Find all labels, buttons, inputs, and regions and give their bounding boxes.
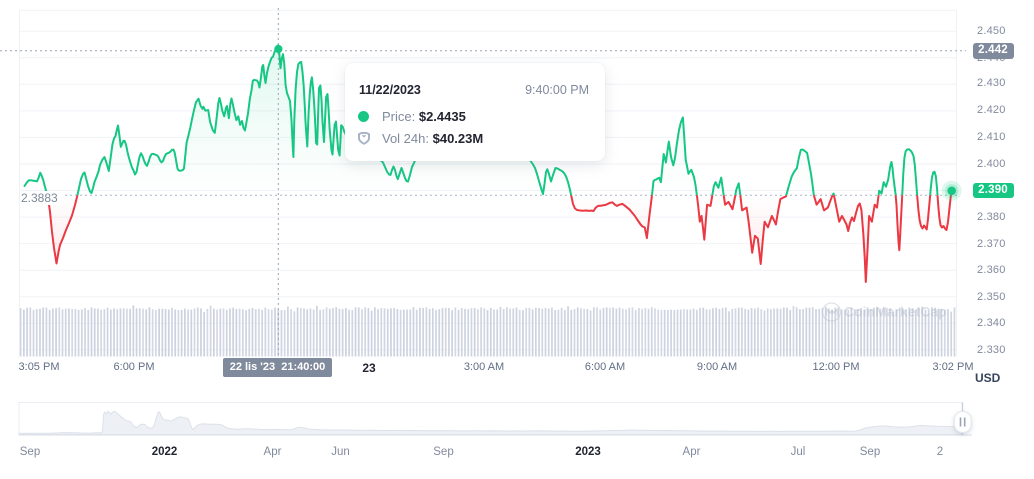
svg-text:CoinMarketCap: CoinMarketCap xyxy=(844,304,947,320)
